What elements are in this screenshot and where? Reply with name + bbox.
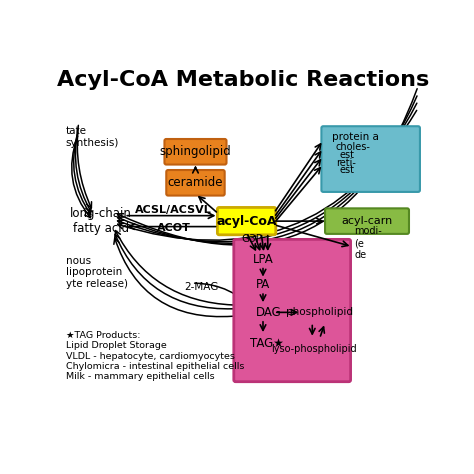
- Text: ceramide: ceramide: [168, 176, 223, 189]
- Text: tate
synthesis): tate synthesis): [66, 127, 119, 148]
- FancyBboxPatch shape: [164, 139, 227, 164]
- Text: acyl-carn: acyl-carn: [341, 216, 392, 226]
- FancyBboxPatch shape: [321, 126, 420, 192]
- Text: modi-
(e
de: modi- (e de: [354, 227, 382, 260]
- FancyBboxPatch shape: [325, 209, 409, 234]
- FancyBboxPatch shape: [234, 239, 351, 382]
- Text: acyl-CoA: acyl-CoA: [216, 215, 277, 228]
- Text: LPA: LPA: [253, 253, 273, 266]
- Text: est: est: [340, 150, 355, 160]
- Text: 2-MAG: 2-MAG: [184, 282, 219, 292]
- Text: nous
lipoprotein
yte release): nous lipoprotein yte release): [66, 255, 128, 289]
- Text: Acyl-CoA Metabolic Reactions: Acyl-CoA Metabolic Reactions: [57, 70, 429, 90]
- Text: sphingolipid: sphingolipid: [160, 145, 231, 158]
- Text: choles-: choles-: [336, 142, 371, 153]
- Text: phospholipid: phospholipid: [286, 307, 353, 318]
- Text: G3P: G3P: [241, 234, 262, 245]
- FancyBboxPatch shape: [218, 208, 276, 235]
- Text: DAG: DAG: [255, 306, 282, 319]
- Text: ACSL/ACSVL: ACSL/ACSVL: [135, 205, 212, 215]
- Text: PA: PA: [256, 279, 270, 292]
- Text: ★TAG Products:
Lipid Droplet Storage
VLDL - hepatocyte, cardiomyocytes
Chylomicr: ★TAG Products: Lipid Droplet Storage VLD…: [66, 331, 244, 382]
- Text: reti-: reti-: [336, 158, 356, 168]
- Text: long-chain
fatty acid: long-chain fatty acid: [70, 207, 131, 235]
- FancyBboxPatch shape: [166, 170, 225, 196]
- Text: protein a: protein a: [332, 132, 379, 142]
- Text: est: est: [340, 165, 355, 175]
- Text: ACOT: ACOT: [156, 223, 191, 233]
- Text: TAG★: TAG★: [250, 337, 283, 350]
- Text: lyso-phospholipid: lyso-phospholipid: [271, 344, 357, 354]
